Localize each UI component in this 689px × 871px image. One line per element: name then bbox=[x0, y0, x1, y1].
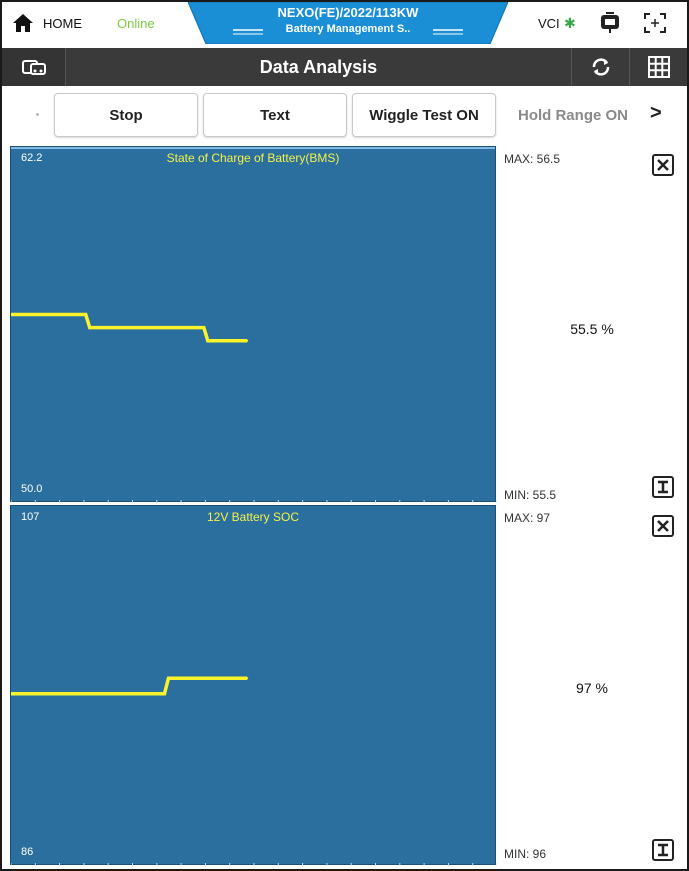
text-button[interactable]: Text bbox=[203, 93, 347, 137]
line-chart bbox=[11, 312, 497, 503]
axis-min-label: 86 bbox=[21, 846, 34, 858]
hold-range-button[interactable]: Hold Range ON bbox=[501, 93, 645, 137]
toolbar-scroll-indicator bbox=[36, 113, 39, 116]
refresh-icon bbox=[592, 58, 610, 76]
graph-plot-area: 107 12V Battery SOC 86 bbox=[10, 505, 497, 866]
range-icon bbox=[658, 843, 668, 857]
grid-icon bbox=[648, 56, 670, 78]
system-name: Battery Management S.. bbox=[285, 23, 411, 35]
graph-panel: 62.2 State of Charge of Battery(BMS) 50.… bbox=[2, 146, 687, 503]
min-value-label: MIN: 55.5 bbox=[504, 488, 557, 502]
car-info-icon bbox=[22, 60, 46, 75]
plot-top-border bbox=[11, 147, 495, 149]
home-label[interactable]: HOME bbox=[43, 16, 82, 31]
data-point bbox=[88, 692, 91, 695]
current-value: 97 % bbox=[576, 680, 608, 696]
connection-status: Online bbox=[117, 16, 155, 31]
data-point bbox=[206, 339, 209, 342]
screenshot-icon[interactable] bbox=[644, 13, 666, 33]
vehicle-info-button[interactable] bbox=[2, 48, 66, 86]
refresh-button[interactable] bbox=[571, 48, 629, 86]
data-point bbox=[167, 326, 170, 329]
graph-plot-area: 62.2 State of Charge of Battery(BMS) 50.… bbox=[10, 146, 497, 503]
vehicle-title: NEXO(FE)/2022/113KW bbox=[277, 5, 419, 20]
bluetooth-icon: ✱ bbox=[564, 15, 576, 31]
series-line bbox=[11, 676, 248, 696]
wiggle-test-button[interactable]: Wiggle Test ON bbox=[352, 93, 496, 137]
close-graph-button[interactable] bbox=[652, 154, 674, 176]
close-graph-button[interactable] bbox=[652, 515, 674, 537]
current-value: 55.5 % bbox=[570, 321, 614, 337]
axis-max-label: 62.2 bbox=[21, 152, 43, 164]
toolbar: Stop Text Wiggle Test ON Hold Range ON > bbox=[2, 88, 687, 144]
data-point bbox=[11, 692, 12, 695]
grid-menu-button[interactable] bbox=[629, 48, 687, 86]
vci-label: VCI bbox=[538, 16, 560, 31]
data-point bbox=[49, 313, 52, 316]
vehicle-tab bbox=[188, 2, 508, 44]
stop-button[interactable]: Stop bbox=[54, 93, 198, 137]
data-point bbox=[128, 692, 131, 695]
status-bar: HOME Online NEXO(FE)/2022/113KW Battery … bbox=[2, 2, 687, 46]
home-icon[interactable] bbox=[12, 13, 34, 33]
close-icon bbox=[657, 520, 669, 532]
max-value-label: MAX: 56.5 bbox=[504, 152, 561, 166]
line-chart bbox=[11, 676, 497, 866]
data-point bbox=[167, 677, 170, 680]
axis-max-label: 107 bbox=[21, 511, 40, 523]
graph-panel: 107 12V Battery SOC 86 MAX: 97 97 % MIN:… bbox=[2, 505, 687, 866]
range-button[interactable] bbox=[652, 839, 674, 861]
range-icon bbox=[658, 480, 668, 494]
range-button[interactable] bbox=[652, 476, 674, 498]
graph-title: State of Charge of Battery(BMS) bbox=[166, 151, 340, 165]
data-point bbox=[11, 313, 12, 316]
data-point bbox=[246, 677, 249, 680]
min-value-label: MIN: 96 bbox=[504, 847, 547, 861]
page-title: Data Analysis bbox=[259, 57, 378, 77]
axis-min-label: 50.0 bbox=[21, 483, 43, 495]
data-point bbox=[88, 326, 91, 329]
close-icon bbox=[657, 159, 669, 171]
data-point bbox=[49, 692, 52, 695]
title-bar: Data Analysis bbox=[2, 48, 687, 86]
max-value-label: MAX: 97 bbox=[504, 511, 551, 525]
data-point bbox=[246, 339, 249, 342]
vci-device-icon[interactable] bbox=[598, 12, 622, 34]
graph-title: 12V Battery SOC bbox=[206, 510, 300, 524]
data-point bbox=[128, 326, 131, 329]
toolbar-next-icon[interactable]: > bbox=[650, 102, 662, 124]
data-point bbox=[206, 677, 209, 680]
